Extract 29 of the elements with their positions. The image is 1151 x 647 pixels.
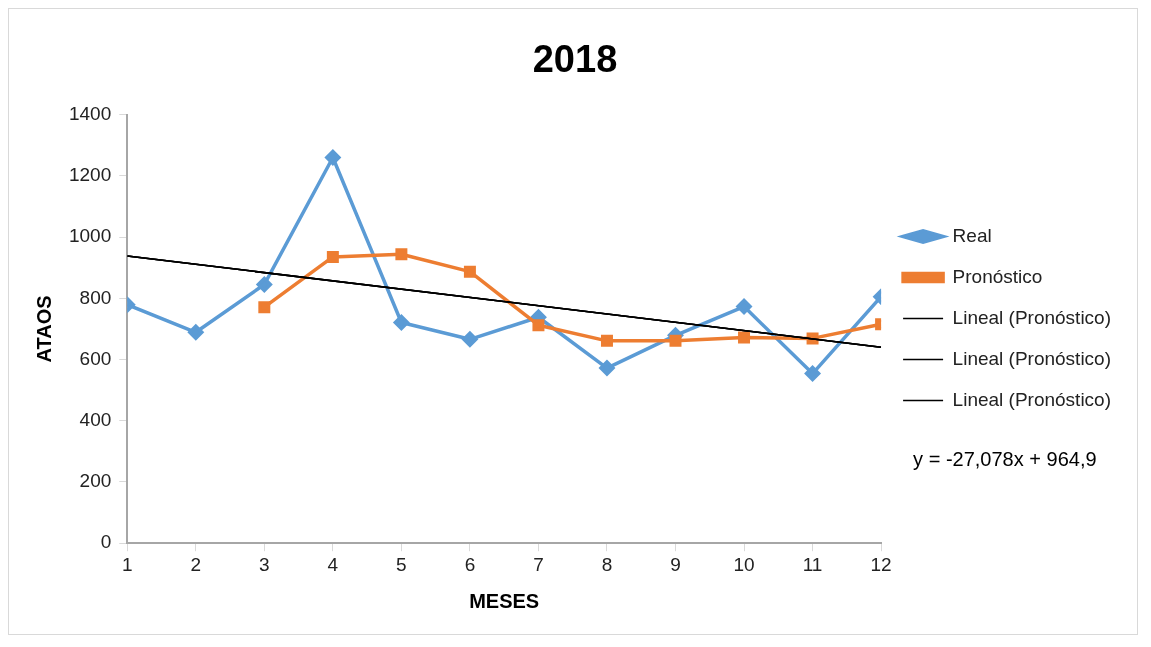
legend-label: Lineal (Pronóstico) bbox=[952, 347, 1112, 369]
x-axis-title: MESES bbox=[469, 589, 540, 612]
x-tick-label: 11 bbox=[802, 553, 823, 575]
legend-label: Lineal (Pronóstico) bbox=[952, 306, 1112, 328]
text: y = -27,078x + 964,9 bbox=[913, 447, 1097, 470]
x-tick-label: 2 bbox=[190, 553, 202, 575]
x-tick-label: 3 bbox=[259, 553, 270, 575]
x-tick-label: 4 bbox=[327, 553, 339, 575]
x-tick-label: 10 bbox=[733, 553, 755, 575]
y-tick-label: 1400 bbox=[68, 102, 112, 124]
x-tick-label: 12 bbox=[870, 553, 892, 575]
y-tick-label: 1000 bbox=[68, 225, 112, 247]
x-tick-label: 5 bbox=[396, 553, 407, 575]
x-tick-label: 9 bbox=[670, 553, 681, 575]
x-tick-label: 8 bbox=[601, 553, 613, 575]
y-tick-label: 600 bbox=[79, 347, 112, 369]
chart-title: 2018 bbox=[532, 38, 618, 81]
x-tick-label: 6 bbox=[464, 553, 476, 575]
y-tick-label: 800 bbox=[79, 286, 112, 308]
x-tick-label: 1 bbox=[121, 553, 133, 575]
x-tick-label: 7 bbox=[533, 553, 544, 575]
y-tick-label: 1200 bbox=[68, 164, 112, 186]
legend-label: Pronóstico bbox=[952, 265, 1043, 287]
y-tick-label: 400 bbox=[79, 408, 112, 430]
y-axis-title: ATAOS bbox=[32, 295, 55, 363]
legend-label: Lineal (Pronóstico) bbox=[952, 388, 1112, 410]
y-tick-label: 200 bbox=[79, 470, 112, 492]
y-tick-label: 0 bbox=[100, 531, 112, 553]
legend-label: Real bbox=[952, 224, 992, 246]
